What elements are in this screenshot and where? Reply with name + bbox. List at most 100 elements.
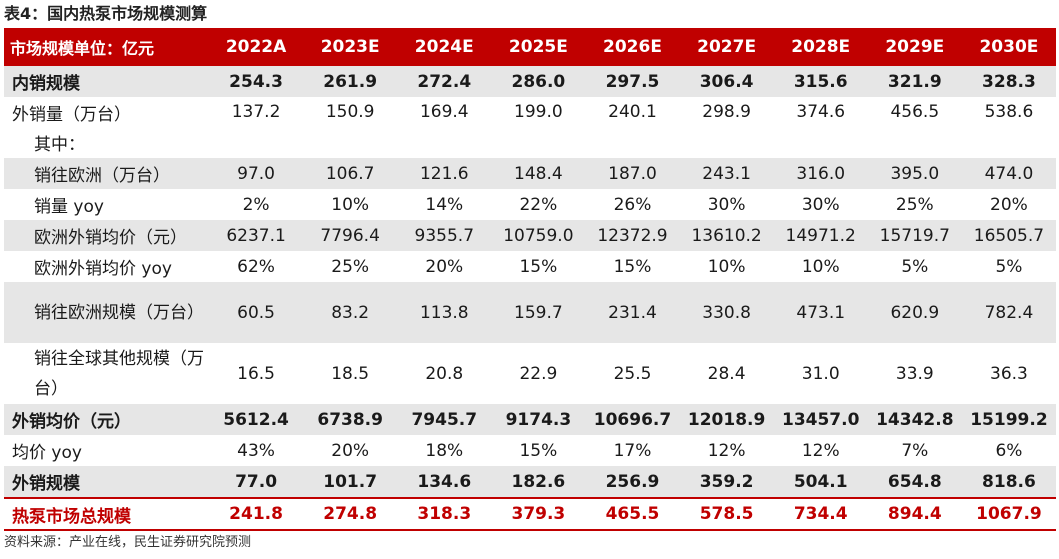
row-label: 热泵市场总规模	[4, 497, 209, 531]
table-cell: 97.0	[209, 158, 304, 189]
row-label: 销往欧洲规模（万台）	[4, 282, 209, 343]
table-row: 均价 yoy 43% 20% 18% 15% 17% 12% 12% 7% 6%	[4, 435, 1056, 466]
table-row: 内销规模 254.3 261.9 272.4 286.0 297.5 306.4…	[4, 66, 1056, 97]
table-cell: 14342.8	[867, 404, 962, 435]
table-cell: 26%	[613, 194, 652, 215]
table-cell: 113.8	[397, 282, 492, 343]
table-cell: 7945.7	[397, 404, 492, 435]
table-cell: 83.2	[303, 282, 398, 343]
table-cell: 16505.7	[961, 220, 1056, 251]
table-cell: 134.6	[397, 466, 492, 498]
row-label: 外销均价（元）	[4, 404, 209, 435]
table-cell: 5612.4	[209, 404, 304, 435]
row-label: 销往全球其他规模（万台）	[34, 348, 204, 399]
market-size-table: 市场规模单位：亿元 2022A 2023E 2024E 2025E 2026E …	[4, 28, 1056, 531]
table-cell: 818.6	[961, 466, 1056, 498]
table-row: 销往欧洲规模（万台） 60.5 83.2 113.8 159.7 231.4 3…	[4, 282, 1056, 343]
table-cell: 25%	[895, 194, 934, 215]
row-label: 欧洲外销均价 yoy	[34, 259, 172, 279]
table-row: 销往欧洲（万台） 97.0 106.7 121.6 148.4 187.0 24…	[4, 158, 1056, 189]
table-cell: 12372.9	[585, 220, 680, 251]
table-row: 销量 yoy 2% 10% 14% 22% 26% 30% 30% 25% 20…	[4, 189, 1056, 220]
table-cell: 199.0	[514, 102, 563, 122]
row-label: 欧洲外销均价（元）	[4, 220, 209, 251]
table-cell: 474.0	[961, 158, 1056, 189]
row-label: 外销量（万台）	[12, 104, 131, 125]
table-row: 欧洲外销均价（元） 6237.1 7796.4 9355.7 10759.0 1…	[4, 220, 1056, 251]
table-cell: 43%	[237, 440, 275, 461]
table-cell	[209, 127, 303, 158]
table-cell	[397, 127, 491, 158]
table-cell: 22%	[519, 194, 558, 215]
table-cell: 159.7	[491, 282, 586, 343]
table-cell: 20.8	[425, 363, 464, 384]
table-cell: 15719.7	[867, 220, 962, 251]
table-cell: 12%	[707, 440, 746, 461]
table-cell: 379.3	[491, 497, 586, 531]
table-cell: 10696.7	[585, 404, 680, 435]
header-cell: 2027E	[679, 28, 774, 66]
header-cell: 2022A	[209, 28, 304, 66]
table-cell: 30%	[707, 194, 746, 215]
table-cell	[491, 127, 585, 158]
table-cell: 6738.9	[303, 404, 398, 435]
header-cell: 2030E	[961, 28, 1056, 66]
table-cell: 734.4	[773, 497, 868, 531]
total-row: 热泵市场总规模 241.8 274.8 318.3 379.3 465.5 57…	[4, 497, 1056, 531]
table-cell: 18.5	[331, 363, 370, 384]
table-row: 欧洲外销均价 yoy 62% 25% 20% 15% 15% 10% 10% 5…	[4, 251, 1056, 282]
header-row: 市场规模单位：亿元 2022A 2023E 2024E 2025E 2026E …	[4, 28, 1056, 66]
table-cell: 7%	[901, 440, 929, 461]
table-cell: 256.9	[585, 466, 680, 498]
table-cell: 18%	[425, 440, 464, 461]
table-cell: 272.4	[397, 66, 492, 97]
table-row: 其中：	[4, 127, 1056, 158]
table-cell: 17%	[613, 440, 652, 461]
header-cell: 2028E	[773, 28, 868, 66]
table-cell: 254.3	[209, 66, 304, 97]
table-cell: 10%	[707, 256, 746, 277]
table-cell: 10759.0	[491, 220, 586, 251]
header-cell: 2029E	[867, 28, 962, 66]
table-cell: 16.5	[237, 363, 275, 384]
table-cell: 25%	[331, 256, 370, 277]
table-cell: 22.9	[519, 363, 558, 384]
table-cell: 318.3	[397, 497, 492, 531]
table-cell: 473.1	[773, 282, 868, 343]
table-cell: 330.8	[679, 282, 774, 343]
table-cell: 7796.4	[303, 220, 398, 251]
table-row: 外销规模 77.0 101.7 134.6 182.6 256.9 359.2 …	[4, 466, 1056, 498]
row-label: 销量 yoy	[34, 197, 104, 217]
table-cell: 62%	[237, 256, 275, 277]
table-cell: 374.6	[796, 102, 846, 122]
table-cell: 395.0	[867, 158, 962, 189]
table-cell: 298.9	[702, 102, 751, 122]
header-cell: 2024E	[397, 28, 492, 66]
table-cell: 9355.7	[397, 220, 492, 251]
table-cell: 6237.1	[209, 220, 304, 251]
table-cell: 2%	[242, 194, 270, 215]
header-cell: 2025E	[491, 28, 586, 66]
table-cell: 328.3	[961, 66, 1056, 97]
table-cell: 28.4	[707, 363, 746, 384]
table-cell: 13610.2	[679, 220, 774, 251]
table-cell: 182.6	[491, 466, 586, 498]
table-cell: 106.7	[303, 158, 398, 189]
table-cell: 286.0	[491, 66, 586, 97]
table-cell: 297.5	[585, 66, 680, 97]
table-cell: 321.9	[867, 66, 962, 97]
table-cell: 137.2	[231, 102, 281, 122]
table-cell: 894.4	[867, 497, 962, 531]
table-cell: 241.8	[209, 497, 304, 531]
table-cell: 15%	[613, 256, 652, 277]
source-note: 资料来源：产业在线，民生证券研究院预测	[4, 535, 252, 550]
table-cell: 359.2	[679, 466, 774, 498]
table-cell: 169.4	[419, 102, 469, 122]
header-cell: 2026E	[585, 28, 680, 66]
table-cell: 504.1	[773, 466, 868, 498]
table-cell: 10%	[331, 194, 370, 215]
table-cell: 261.9	[303, 66, 398, 97]
table-cell: 231.4	[585, 282, 680, 343]
table-row: 销往全球其他规模（万台） 16.5 18.5 20.8 22.9 25.5 28…	[4, 343, 1056, 404]
row-label: 均价 yoy	[12, 443, 82, 463]
